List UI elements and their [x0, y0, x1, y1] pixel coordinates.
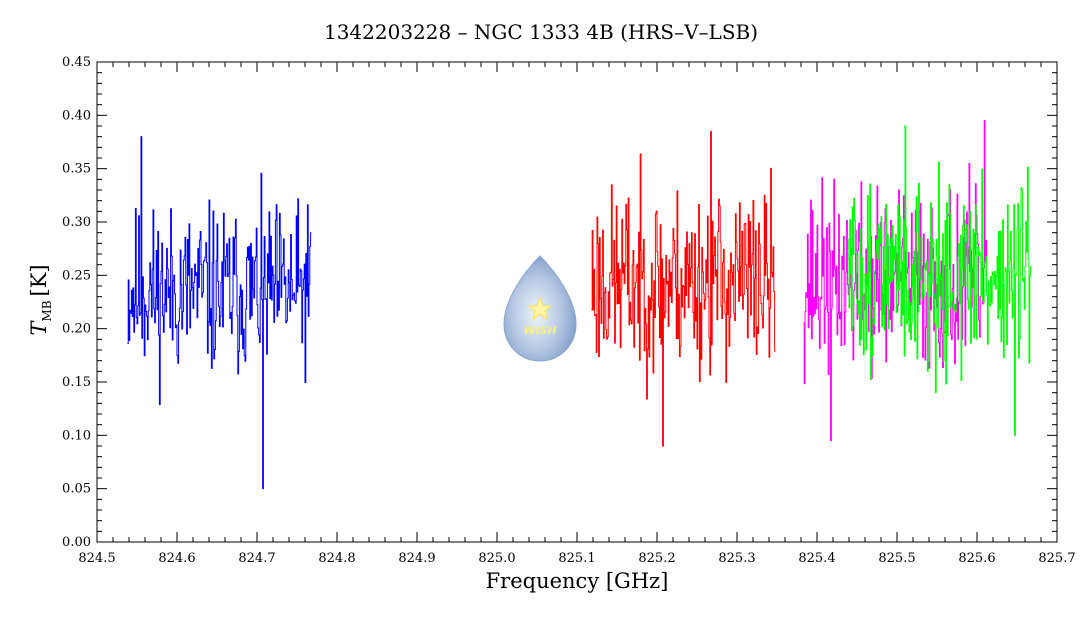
x-tick-label: 825.5 — [878, 551, 915, 566]
series-line-1 — [127, 136, 312, 490]
y-tick-label: 0.35 — [62, 162, 91, 177]
y-tick-label: 0.05 — [62, 482, 91, 497]
x-axis: 824.5 824.6 824.7 824.8 824.9 825.0 825.1 825.2… — [78, 62, 1076, 566]
y-tick-label: 0.10 — [62, 428, 91, 443]
x-tick-label: 825.2 — [638, 551, 675, 566]
x-tick-label: 825.1 — [558, 551, 595, 566]
chart-title: 1342203228 – NGC 1333 4B (HRS–V–LSB) — [324, 20, 758, 44]
plot-area — [127, 120, 1032, 490]
series-line-2 — [591, 130, 776, 447]
x-tick-label: 825.7 — [1038, 551, 1075, 566]
series-line-4 — [847, 125, 1032, 436]
y-axis-label-unit: [K] — [27, 264, 51, 296]
x-tick-label: 825.4 — [798, 551, 835, 566]
y-axis-label-main: T — [27, 320, 51, 336]
x-tick-label: 824.6 — [158, 551, 195, 566]
x-tick-label: 824.7 — [238, 551, 275, 566]
y-tick-label: 0.30 — [62, 215, 91, 230]
x-tick-label: 825.3 — [718, 551, 755, 566]
y-tick-label: 0.45 — [62, 55, 91, 70]
x-tick-label: 825.6 — [958, 551, 995, 566]
y-axis-label: TMB [K] — [27, 264, 54, 335]
x-tick-label: 824.9 — [398, 551, 435, 566]
y-tick-label: 0.00 — [62, 535, 91, 550]
y-tick-label: 0.40 — [62, 108, 91, 123]
x-axis-label: Frequency [GHz] — [486, 569, 669, 593]
wish-logo-text: WISH — [523, 324, 556, 337]
y-axis-label-sub: MB — [40, 300, 54, 321]
series-line-3 — [803, 120, 988, 442]
x-tick-label: 824.5 — [78, 551, 115, 566]
star-icon — [527, 296, 553, 321]
wish-logo: WISH — [503, 255, 577, 362]
y-tick-label: 0.20 — [62, 322, 91, 337]
y-axis: 0.00 0.05 0.10 0.15 0.20 0.25 0.30 0.35 0.40 0.45 — [62, 55, 1057, 550]
x-tick-label: 825.0 — [478, 551, 515, 566]
x-tick-label: 824.8 — [318, 551, 355, 566]
y-tick-label: 0.25 — [62, 268, 91, 283]
y-tick-label: 0.15 — [62, 375, 91, 390]
